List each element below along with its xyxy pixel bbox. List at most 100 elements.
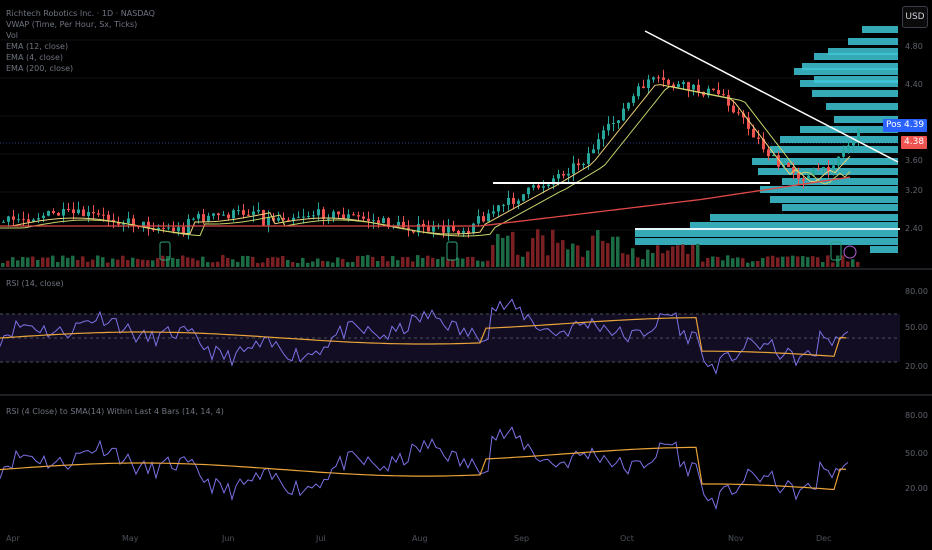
candle-body [192, 218, 195, 220]
pane-separator[interactable] [0, 394, 932, 396]
volume-bar [686, 253, 690, 267]
volume-bar [321, 260, 325, 267]
candle-body [362, 216, 365, 219]
candle-body [612, 122, 615, 124]
volume-bar [151, 260, 155, 267]
volume-bar [716, 256, 720, 267]
volume-bar [206, 262, 210, 267]
volume-bar [421, 257, 425, 267]
volume-bar [31, 256, 35, 267]
candle-body [352, 214, 355, 216]
volume-bar [611, 236, 615, 267]
volume-bar [641, 259, 645, 267]
volume-profile-bar [752, 158, 898, 165]
candle-body [442, 225, 445, 233]
candle-body [522, 194, 525, 201]
rsi-cross-legend[interactable]: RSI (4 Close) to SMA(14) Within Last 4 B… [6, 407, 224, 416]
candle-body [777, 155, 780, 167]
candle-body [517, 200, 520, 204]
indicator-ema4[interactable]: EMA (4, close) [6, 53, 63, 62]
candle-body [742, 113, 745, 118]
rsi2-tick: 20.00 [905, 484, 928, 493]
price-tick: 2.40 [905, 224, 923, 233]
rsi-line [0, 298, 849, 376]
rsi-cross-pane[interactable] [0, 396, 900, 530]
volume-profile-bar [635, 230, 898, 237]
indicator-volume[interactable]: Vol [6, 31, 18, 40]
volume-bar [746, 262, 750, 267]
price-axis[interactable]: 4.80 4.40 3.60 3.20 2.40 [900, 0, 932, 268]
volume-bar [41, 257, 45, 267]
candle-body [562, 174, 565, 176]
price-legend: Richtech Robotics Inc. · 1D · NASDAQ VWA… [6, 8, 155, 74]
volume-bar [391, 255, 395, 267]
candle-body [92, 211, 95, 214]
volume-bar [116, 259, 120, 267]
volume-bar [326, 261, 330, 267]
indicator-ema12[interactable]: EMA (12, close) [6, 42, 69, 51]
candle-body [322, 209, 325, 219]
price-tick: 4.80 [905, 42, 923, 51]
volume-bar [811, 256, 815, 267]
volume-bar [161, 255, 165, 267]
rsi-chart[interactable] [0, 270, 900, 394]
volume-profile-bar [826, 103, 898, 110]
volume-bar [681, 244, 685, 267]
volume-bar [86, 261, 90, 267]
earnings-marker-icon [446, 241, 458, 261]
candle-body [572, 163, 575, 174]
candle-body [302, 216, 305, 218]
rsi-pane[interactable] [0, 270, 900, 394]
candle-body [382, 218, 385, 224]
indicator-ema200[interactable]: EMA (200, close) [6, 64, 74, 73]
time-axis[interactable]: Apr May Jun Jul Aug Sep Oct Nov Dec [0, 530, 900, 550]
volume-bar [246, 255, 250, 267]
volume-bar [261, 262, 265, 267]
candle-body [367, 218, 370, 221]
candle-body [122, 222, 125, 225]
pane-separator[interactable] [0, 268, 932, 270]
time-tick: Apr [6, 534, 20, 543]
indicator-vwap[interactable]: VWAP (Time, Per Hour, Sx, Ticks) [6, 20, 138, 29]
volume-bar [311, 261, 315, 267]
candle-body [412, 230, 415, 233]
rsi2-tick: 80.00 [905, 411, 928, 420]
volume-bar [591, 235, 595, 267]
candle-body [327, 218, 330, 220]
volume-bar [496, 233, 500, 267]
symbol-title[interactable]: Richtech Robotics Inc. · 1D · NASDAQ [6, 9, 155, 18]
volume-profile-bar [814, 53, 898, 60]
volume-bar [1, 262, 5, 267]
trendline-resistance [644, 30, 899, 163]
volume-profile-bar [828, 48, 898, 55]
candle-body [497, 205, 500, 212]
volume-bar [256, 262, 260, 267]
price-pane[interactable] [0, 0, 900, 268]
volume-bar [646, 249, 650, 267]
post-market-price: 4.39 [901, 119, 928, 132]
volume-profile-bar [770, 146, 898, 153]
rsi-legend[interactable]: RSI (14, close) [6, 279, 64, 288]
candle-body [622, 108, 625, 121]
volume-bar [436, 259, 440, 267]
candle-body [557, 174, 560, 179]
volume-bar [696, 243, 700, 267]
candle-body [342, 214, 345, 219]
volume-bar [61, 255, 65, 267]
candle-body [82, 209, 85, 217]
rsi-cross-chart[interactable] [0, 396, 900, 530]
volume-bar [306, 262, 310, 267]
price-chart[interactable] [0, 0, 900, 268]
candle-body [62, 209, 65, 216]
candle-body [492, 211, 495, 214]
volume-profile-bar [800, 126, 898, 133]
candle-body [637, 86, 640, 97]
earnings-marker-icon [830, 241, 842, 261]
candle-body [387, 218, 390, 227]
volume-bar [416, 255, 420, 267]
volume-bar [236, 261, 240, 267]
currency-button[interactable]: USD [902, 6, 928, 28]
volume-bar [146, 260, 150, 267]
volume-bar [601, 240, 605, 267]
volume-bar [616, 236, 620, 267]
